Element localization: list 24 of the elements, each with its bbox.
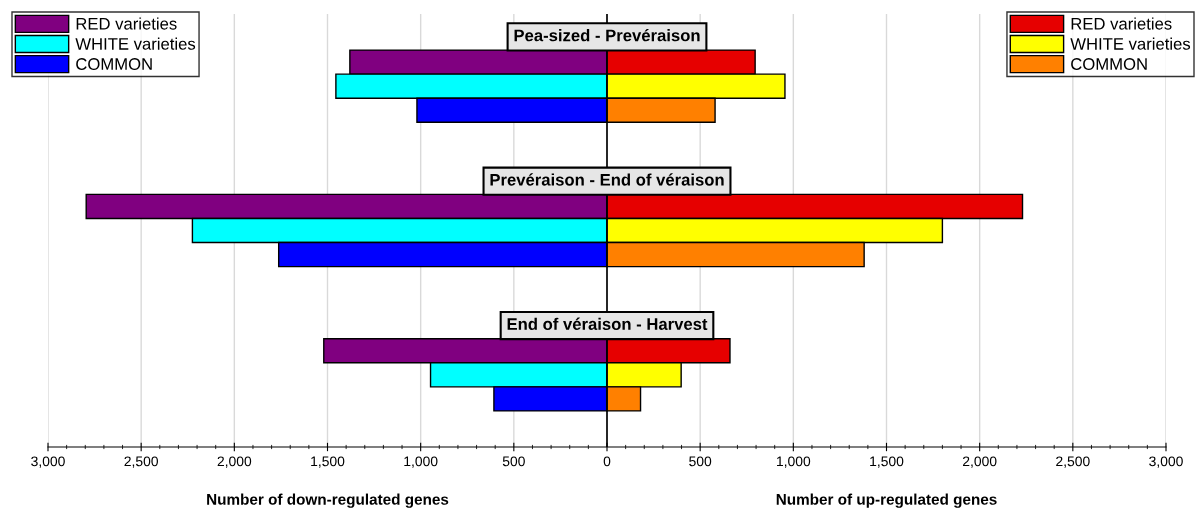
x-tick-label: 2,000 [217, 456, 252, 468]
text: Number of down-regulated genes [207, 493, 449, 508]
x-tick-label: 500 [502, 456, 525, 467]
x-tick-label: 3,000 [1149, 456, 1183, 468]
x-tick-label: 1,000 [777, 456, 811, 468]
annotation: Prevéraison - End of véraison [490, 173, 724, 186]
x-tick-label: 0 [603, 456, 611, 467]
x-tick-label: 2,500 [124, 456, 158, 468]
legend-label: RED varieties [76, 17, 177, 30]
x-tick-label: 1,500 [311, 456, 345, 468]
x-tick-label: 500 [689, 456, 712, 467]
x-tick-label: 1,500 [870, 456, 904, 468]
legend-label: RED varieties [1071, 17, 1172, 30]
x-tick-label: 1,000 [404, 456, 438, 468]
legend-label: COMMON [76, 58, 152, 70]
text: Number of up-regulated genes [776, 493, 997, 508]
annotation: End of véraison - Harvest [507, 317, 708, 330]
legend-label: WHITE varieties [75, 37, 196, 50]
x-tick-label: 2,000 [962, 456, 997, 468]
x-tick-label: 2,500 [1056, 456, 1090, 468]
annotation: Pea-sized - Prevéraison [514, 28, 700, 42]
legend-label: WHITE varieties [1070, 37, 1191, 50]
x-tick-label: 3,000 [31, 456, 65, 468]
legend-label: COMMON [1071, 58, 1147, 70]
